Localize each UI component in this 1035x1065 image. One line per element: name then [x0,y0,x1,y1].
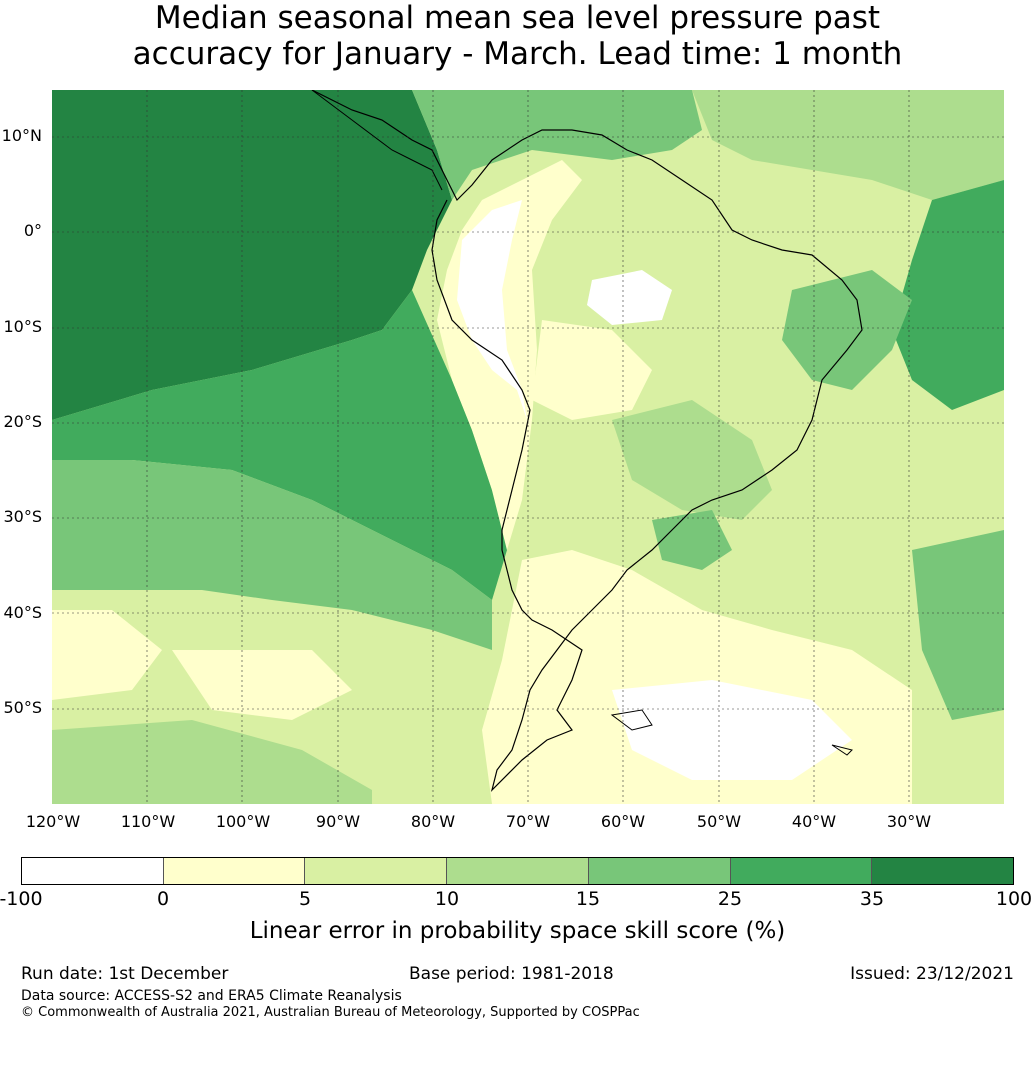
colorbar-label: Linear error in probability space skill … [249,918,786,944]
issued-date: Issued: 23/12/2021 [850,964,1014,984]
south-pacific-low-skill-2 [172,650,352,720]
south-georgia [831,744,853,756]
lat-tick-20s: 20°S [3,412,42,431]
brazil-coast-patch [782,270,912,390]
lat-tick-10s: 10°S [3,317,42,336]
north-atlantic-zone [692,90,1004,200]
lon-tick-60w: 60°W [600,812,646,831]
colorbar-tick: -100 [0,888,43,910]
colorbar-tick: 25 [717,888,743,910]
pacific-medium-zone [52,290,507,600]
lon-tick-90w: 90°W [315,812,361,831]
lon-tick-50w: 50°W [696,812,742,831]
caribbean-zone [412,90,702,200]
lon-tick-120w: 120°W [25,812,81,831]
colorbar-segment [22,858,164,884]
south-atlantic-no-skill [612,680,852,780]
colorbar-tick: 10 [434,888,460,910]
lat-tick-10n: 10°N [1,126,42,145]
colorbar-tick: 15 [575,888,601,910]
falkland-islands [610,709,653,731]
central-america-coastline [311,90,443,191]
amazon-no-skill-patch [587,270,672,325]
colorbar [21,857,1014,885]
colorbar-segment [872,858,1014,884]
interior-light-green [612,400,772,520]
graticule [52,90,1004,804]
lat-tick-50s: 50°S [3,698,42,717]
lon-tick-80w: 80°W [410,812,456,831]
lat-tick-0: 0° [23,221,42,240]
lon-tick-40w: 40°W [791,812,837,831]
data-source: Data source: ACCESS-S2 and ERA5 Climate … [21,988,402,1004]
andes-no-skill-strip [457,200,527,420]
south-pacific-low-skill [52,610,162,700]
colorbar-tick: 100 [995,888,1033,910]
colorbar-segment [730,858,873,884]
interior-green-patch [652,510,732,570]
pacific-dark-zone [52,90,452,420]
colorbar-segment [163,858,306,884]
southern-ocean-band [52,720,372,804]
pacific-light-zone [52,460,492,650]
colorbar-tick: 35 [859,888,885,910]
colorbar-tick: 5 [298,888,312,910]
lon-tick-70w: 70°W [505,812,551,831]
colorbar-tick: 0 [156,888,170,910]
base-period: Base period: 1981-2018 [409,964,614,984]
map-canvas [52,90,1004,804]
lon-tick-100w: 100°W [215,812,271,831]
colorbar-segment [447,858,589,884]
colorbar-segment [588,858,731,884]
colorbar-segment [305,858,448,884]
south-atlantic-patch [912,530,1004,720]
chart-title: Median seasonal mean sea level pressure … [0,0,1035,72]
lat-tick-40s: 40°S [3,603,42,622]
title-line-1: Median seasonal mean sea level pressure … [154,0,881,36]
title-line-2: accuracy for January - March. Lead time:… [132,36,903,72]
south-america-coastline [311,90,863,792]
lon-tick-30w: 30°W [886,812,932,831]
lat-tick-30s: 30°S [3,507,42,526]
copyright: © Commonwealth of Australia 2021, Austra… [21,1005,640,1020]
run-date: Run date: 1st December [21,964,229,984]
skill-map [52,90,1004,804]
atlantic-green-patch [892,180,1004,410]
central-low-skill-zone [532,320,652,420]
lon-tick-110w: 110°W [120,812,176,831]
